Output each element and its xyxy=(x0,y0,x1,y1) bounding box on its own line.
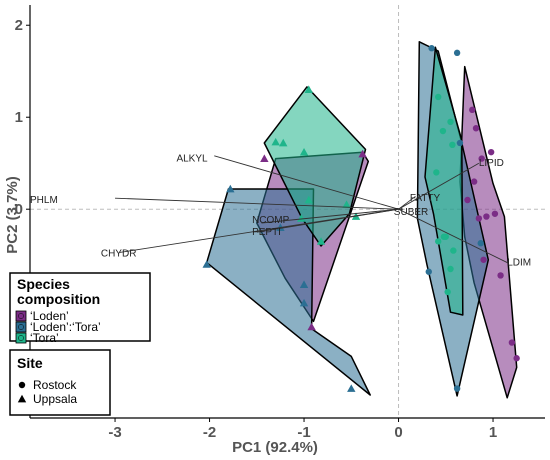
legend-site-symbol-1 xyxy=(17,394,27,403)
x-tick-label-1: -2 xyxy=(203,424,216,441)
point-2 xyxy=(469,106,476,114)
point-43 xyxy=(316,237,326,245)
loading-vector-ncomp xyxy=(261,208,399,224)
loading-vector-phlm xyxy=(115,197,399,210)
point-15 xyxy=(435,93,442,101)
point-28 xyxy=(477,240,484,247)
point-6 xyxy=(470,178,478,185)
point-9 xyxy=(483,213,490,220)
loading-label-alkyl: ALKYL xyxy=(176,154,208,165)
point-27 xyxy=(425,268,432,275)
point-7 xyxy=(464,196,471,204)
data-points xyxy=(202,45,520,392)
x-tick-label-0: -3 xyxy=(108,424,121,441)
composition-legend-box xyxy=(9,272,151,342)
loading-vector-pepti xyxy=(256,208,399,233)
point-17 xyxy=(447,118,454,126)
point-11 xyxy=(480,256,487,263)
loading-label-pepti: PEPTI xyxy=(252,227,281,238)
legend-group-label-2: ‘Tora’ xyxy=(30,331,59,345)
point-46 xyxy=(307,322,316,331)
loading-vector-lipid xyxy=(398,162,480,210)
point-42 xyxy=(297,214,306,222)
point-37 xyxy=(260,154,269,162)
site-legend-box xyxy=(9,349,111,416)
point-3 xyxy=(472,125,480,132)
point-5 xyxy=(478,155,485,162)
point-40 xyxy=(342,200,351,208)
point-8 xyxy=(491,210,499,217)
loading-label-fatty: FATTY xyxy=(410,193,441,204)
point-1 xyxy=(453,49,461,57)
composition-legend-title-line1: Species xyxy=(17,276,70,292)
y-axis-title: PC2 (3.7%) xyxy=(4,176,21,254)
point-10 xyxy=(475,215,483,222)
point-14 xyxy=(513,355,520,362)
point-4 xyxy=(487,148,495,156)
point-32 xyxy=(347,384,356,392)
loading-vector-ldim xyxy=(398,208,508,263)
point-24 xyxy=(444,288,451,296)
point-30 xyxy=(226,184,235,193)
site-legend-title: Site xyxy=(17,355,43,371)
x-tick-label-4: 1 xyxy=(489,424,497,441)
point-36 xyxy=(279,138,288,147)
point-22 xyxy=(450,247,457,254)
y-tick-label-4: 2 xyxy=(15,17,23,34)
loading-label-lipid: LIPID xyxy=(479,158,504,169)
legend-site-symbol-0 xyxy=(18,381,26,389)
loading-label-ncomp: NCOMP xyxy=(252,215,290,226)
legend-group-label-1: ‘Loden’:‘Tora’ xyxy=(30,320,101,334)
point-0 xyxy=(428,45,435,52)
loading-label-phlm: PHLM xyxy=(30,195,58,206)
loading-vector-alkyl xyxy=(214,155,399,210)
x-axis-title: PC1 (92.4%) xyxy=(232,439,318,456)
point-23 xyxy=(447,265,454,273)
composition-legend-title-line2: composition xyxy=(17,291,100,307)
point-13 xyxy=(508,339,516,346)
legend-site-label-0: Rostock xyxy=(33,378,77,392)
point-16 xyxy=(439,127,447,135)
x-tick-label-3: 0 xyxy=(394,424,402,441)
point-26 xyxy=(456,139,464,147)
legend-group-dot-2 xyxy=(18,335,24,341)
legend-group-dot-0 xyxy=(18,313,24,319)
point-41 xyxy=(304,195,313,204)
legend: Species composition ‘Loden’‘Loden’:‘Tora… xyxy=(9,272,151,416)
group-hulls xyxy=(205,41,518,399)
point-29 xyxy=(453,385,461,392)
composition-legend-entries: ‘Loden’‘Loden’:‘Tora’‘Tora’ xyxy=(15,309,101,345)
legend-group-label-0: ‘Loden’ xyxy=(30,309,69,323)
loading-label-ldim: LDIM xyxy=(507,258,531,269)
point-33 xyxy=(299,280,309,288)
legend-group-dot-1 xyxy=(18,324,24,330)
point-31 xyxy=(202,260,211,268)
legend-site-label-1: Uppsala xyxy=(33,392,77,406)
point-12 xyxy=(497,272,504,279)
point-39 xyxy=(358,149,367,158)
point-20 xyxy=(435,238,442,245)
x-tick-label-2: -1 xyxy=(297,424,310,441)
point-34 xyxy=(304,85,313,93)
y-tick-label-2: 0 xyxy=(15,201,23,218)
loading-label-suber: SUBER xyxy=(394,207,428,218)
point-38 xyxy=(299,147,309,156)
y-tick-label-3: 1 xyxy=(15,109,23,126)
loading-label-chydr: CHYDR xyxy=(101,248,137,259)
loading-vector-fatty xyxy=(398,195,416,210)
point-18 xyxy=(449,141,456,149)
point-47 xyxy=(299,298,309,307)
point-25 xyxy=(440,233,448,240)
point-35 xyxy=(271,137,280,146)
point-19 xyxy=(433,169,440,176)
